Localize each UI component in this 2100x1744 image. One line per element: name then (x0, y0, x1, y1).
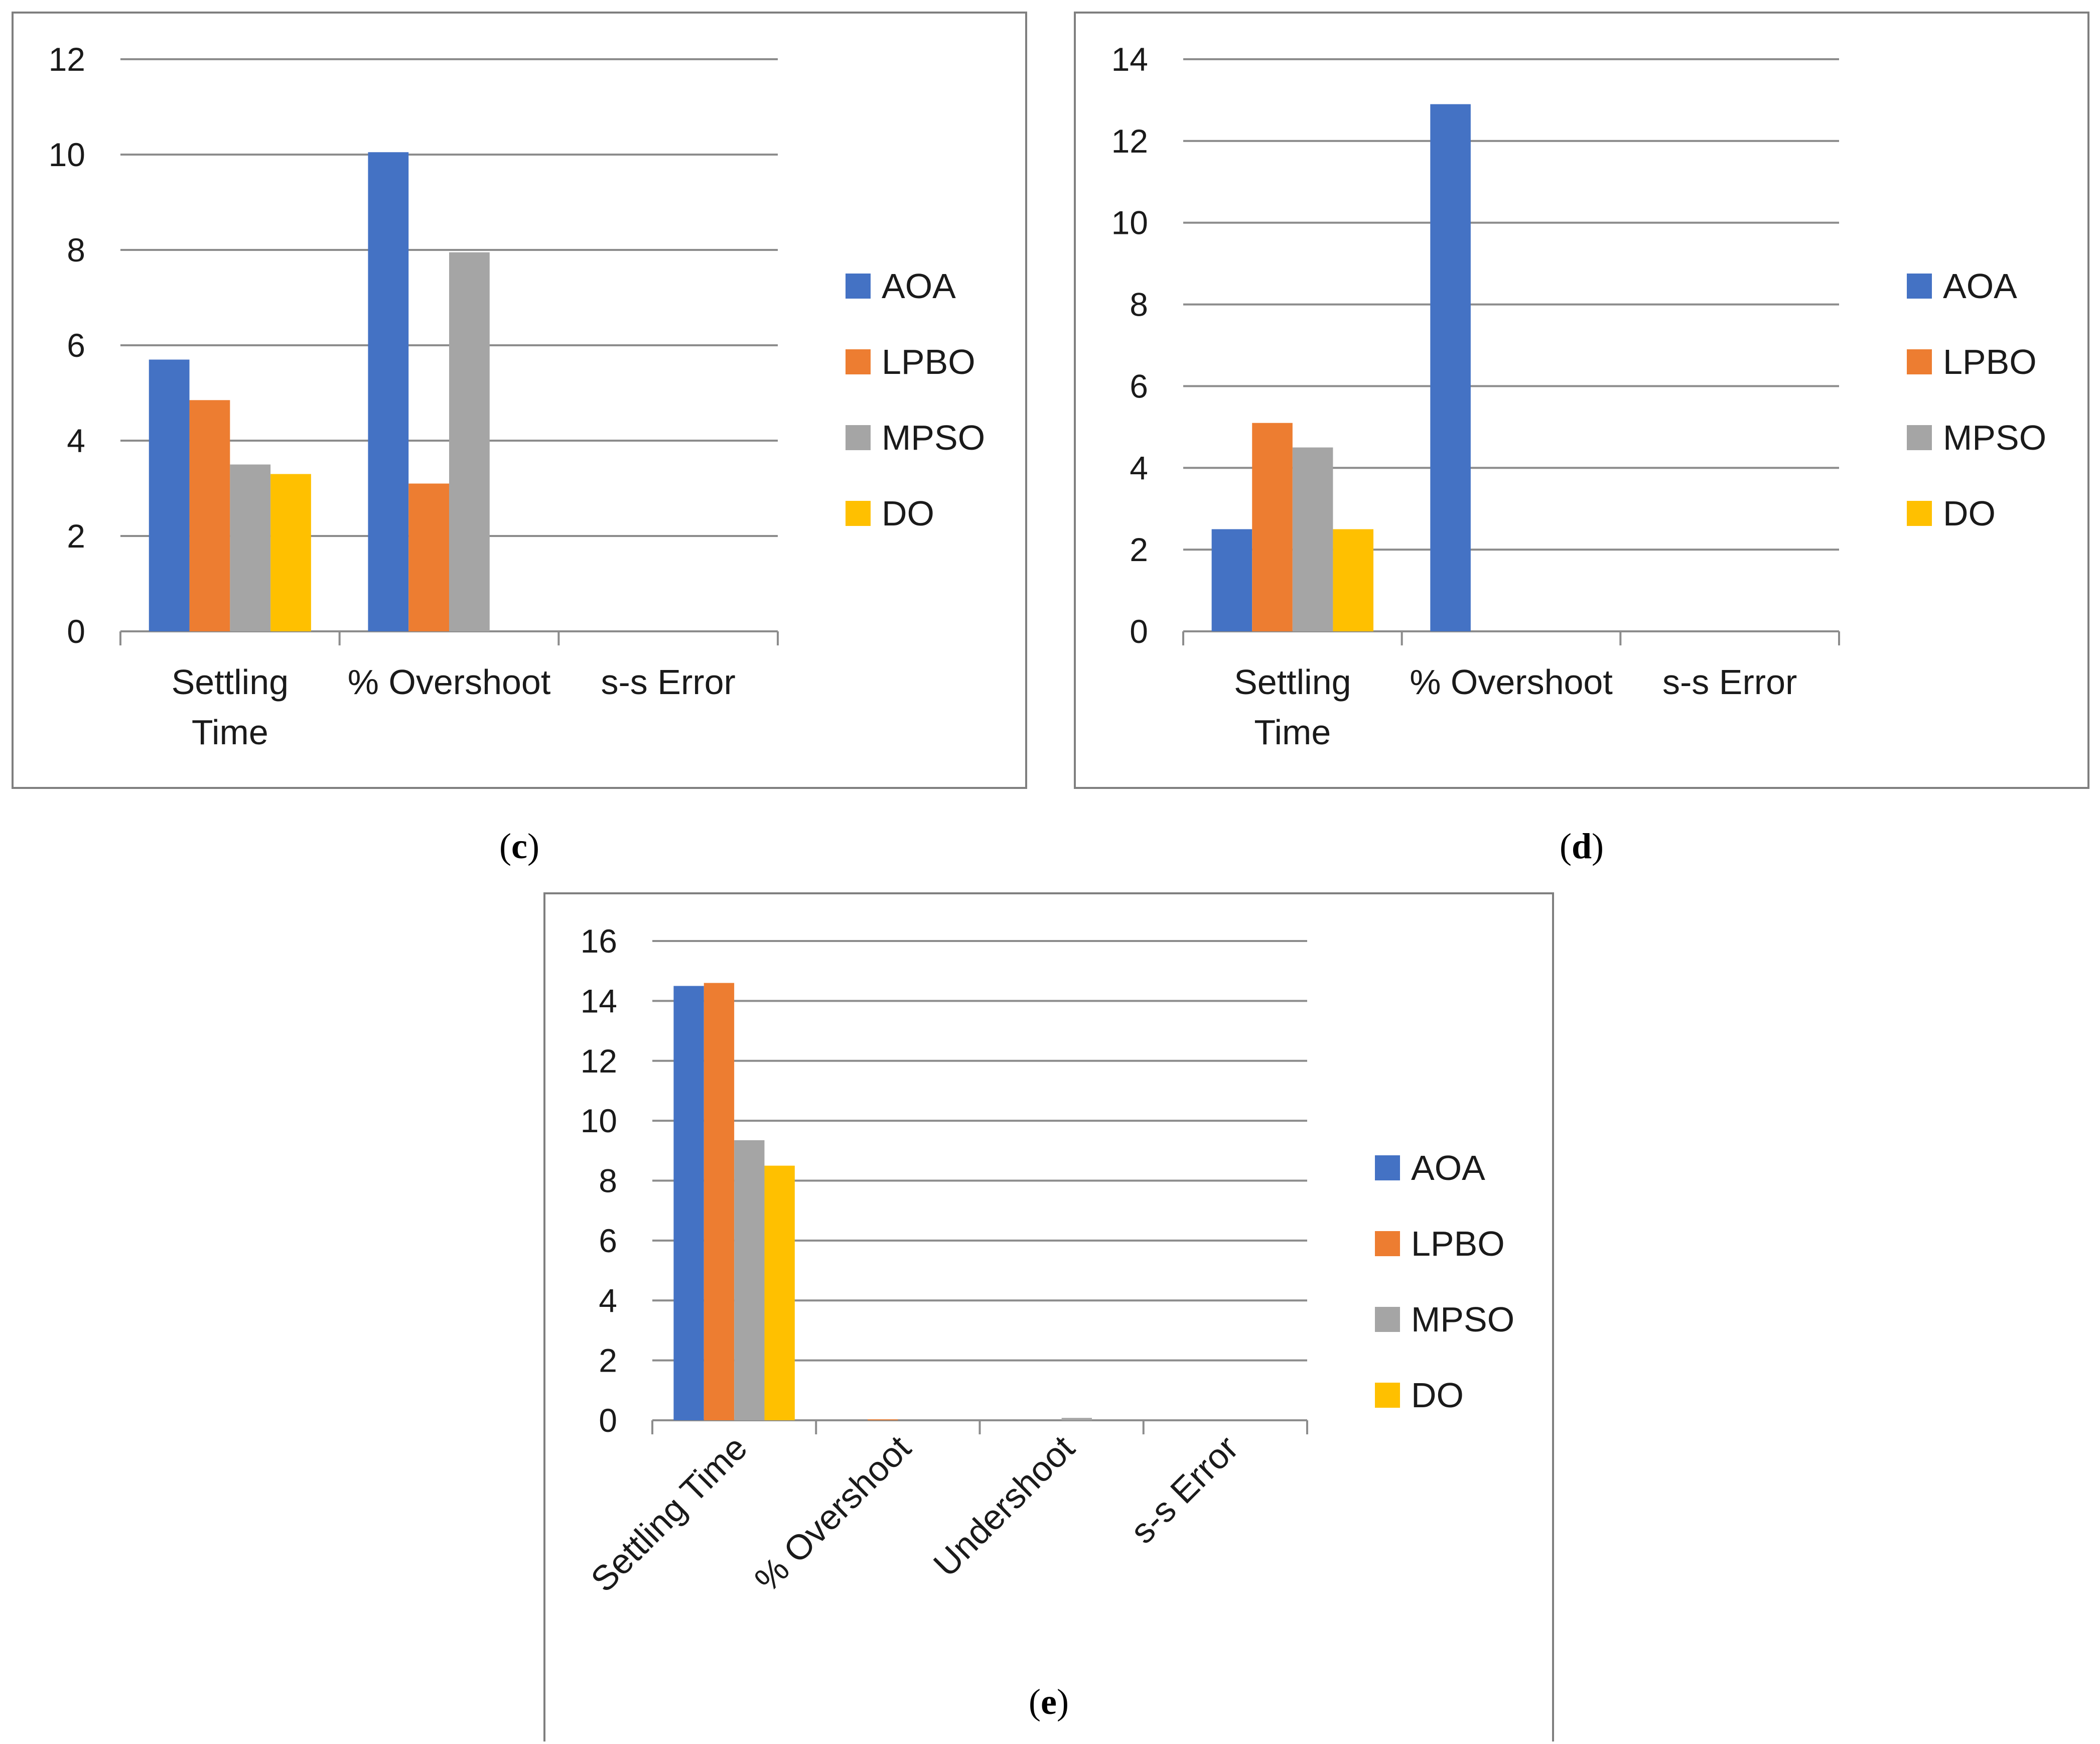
x-category-label: % Overshoot (348, 662, 551, 702)
y-tick-label: 4 (599, 1282, 617, 1319)
y-tick-label: 0 (67, 613, 85, 650)
bar-mpso-2 (1061, 1418, 1092, 1420)
legend-swatch-aoa (1907, 274, 1932, 299)
x-category-label: Settling (1234, 662, 1351, 702)
bar-lpbo-0 (1252, 423, 1293, 631)
legend-label-aoa: AOA (1411, 1148, 1485, 1187)
x-category-label: s-s Error (1662, 662, 1797, 702)
legend-swatch-aoa (1375, 1155, 1400, 1180)
bar-do-0 (270, 474, 311, 631)
y-tick-label: 16 (581, 922, 617, 960)
x-category-label: Time (1254, 713, 1331, 752)
y-tick-label: 8 (599, 1162, 617, 1199)
legend-swatch-mpso (846, 425, 871, 450)
y-tick-label: 0 (1130, 613, 1148, 650)
y-tick-label: 14 (581, 982, 617, 1019)
bar-lpbo-0 (704, 983, 735, 1420)
legend-swatch-do (1375, 1383, 1400, 1408)
chart-panel-d: 0 2 4 6 8 10 12 14 Settling Time % Overshoot s-s Er… (1074, 12, 2089, 866)
chart-panel-c: 0 2 4 6 8 10 12 Settling Time % Overshoot s-s Erro… (12, 12, 1027, 866)
bar-lpbo-1 (408, 483, 449, 631)
y-tick-label: 10 (1111, 204, 1148, 241)
bar-mpso-0 (734, 1140, 765, 1420)
y-tick-label: 8 (67, 231, 85, 269)
y-tick-label: 8 (1130, 286, 1148, 323)
bar-lpbo-0 (189, 400, 230, 631)
panel-caption: (d) (1560, 826, 1604, 866)
bar-lpbo-1 (868, 1419, 898, 1420)
y-tick-label: 2 (599, 1342, 617, 1379)
legend-label-do: DO (1943, 494, 1996, 533)
legend-swatch-lpbo (1907, 349, 1932, 374)
y-tick-label: 6 (67, 327, 85, 364)
y-tick-label: 6 (1130, 367, 1148, 405)
x-category-label: Time (192, 713, 268, 752)
legend-label-lpbo: LPBO (1411, 1224, 1505, 1263)
bar-aoa-1 (1430, 104, 1471, 632)
legend-label-mpso: MPSO (882, 418, 985, 457)
panel-caption: (e) (1029, 1682, 1069, 1722)
y-tick-label: 0 (599, 1402, 617, 1439)
bar-aoa-0 (149, 359, 190, 631)
y-tick-label: 12 (1111, 122, 1148, 160)
legend-label-aoa: AOA (882, 266, 956, 306)
legend-label-do: DO (1411, 1376, 1464, 1415)
x-category-label: % Overshoot (1410, 662, 1613, 702)
bar-do-0 (1333, 529, 1374, 631)
y-tick-label: 4 (67, 422, 85, 459)
y-tick-label: 6 (599, 1222, 617, 1259)
legend-label-do: DO (882, 494, 934, 533)
y-tick-label: 14 (1111, 41, 1148, 78)
legend-label-lpbo: LPBO (882, 342, 975, 381)
x-category-label: Settling (172, 662, 289, 702)
x-category-label: s-s Error (601, 662, 736, 702)
legend-swatch-mpso (1907, 425, 1932, 450)
y-tick-label: 12 (49, 41, 85, 78)
y-tick-label: 10 (49, 136, 85, 173)
legend-swatch-do (846, 501, 871, 526)
legend-label-aoa: AOA (1943, 266, 2017, 306)
legend-label-mpso: MPSO (1943, 418, 2046, 457)
legend-label-mpso: MPSO (1411, 1300, 1514, 1339)
legend-swatch-mpso (1375, 1307, 1400, 1332)
bar-mpso-0 (1292, 447, 1333, 631)
bar-mpso-0 (230, 464, 271, 631)
y-tick-label: 4 (1130, 449, 1148, 486)
panel-caption: (c) (499, 826, 539, 866)
legend-swatch-do (1907, 501, 1932, 526)
y-tick-label: 10 (581, 1102, 617, 1139)
bar-aoa-0 (673, 986, 704, 1420)
legend-swatch-aoa (846, 274, 871, 299)
legend-swatch-lpbo (1375, 1231, 1400, 1256)
bar-aoa-0 (1211, 529, 1252, 631)
legend-swatch-lpbo (846, 349, 871, 374)
y-tick-label: 2 (1130, 531, 1148, 568)
y-tick-label: 2 (67, 517, 85, 555)
bar-aoa-1 (368, 152, 409, 631)
bar-mpso-1 (449, 252, 490, 631)
bar-do-0 (764, 1165, 795, 1420)
y-tick-label: 12 (581, 1042, 617, 1080)
legend-label-lpbo: LPBO (1943, 342, 2037, 381)
